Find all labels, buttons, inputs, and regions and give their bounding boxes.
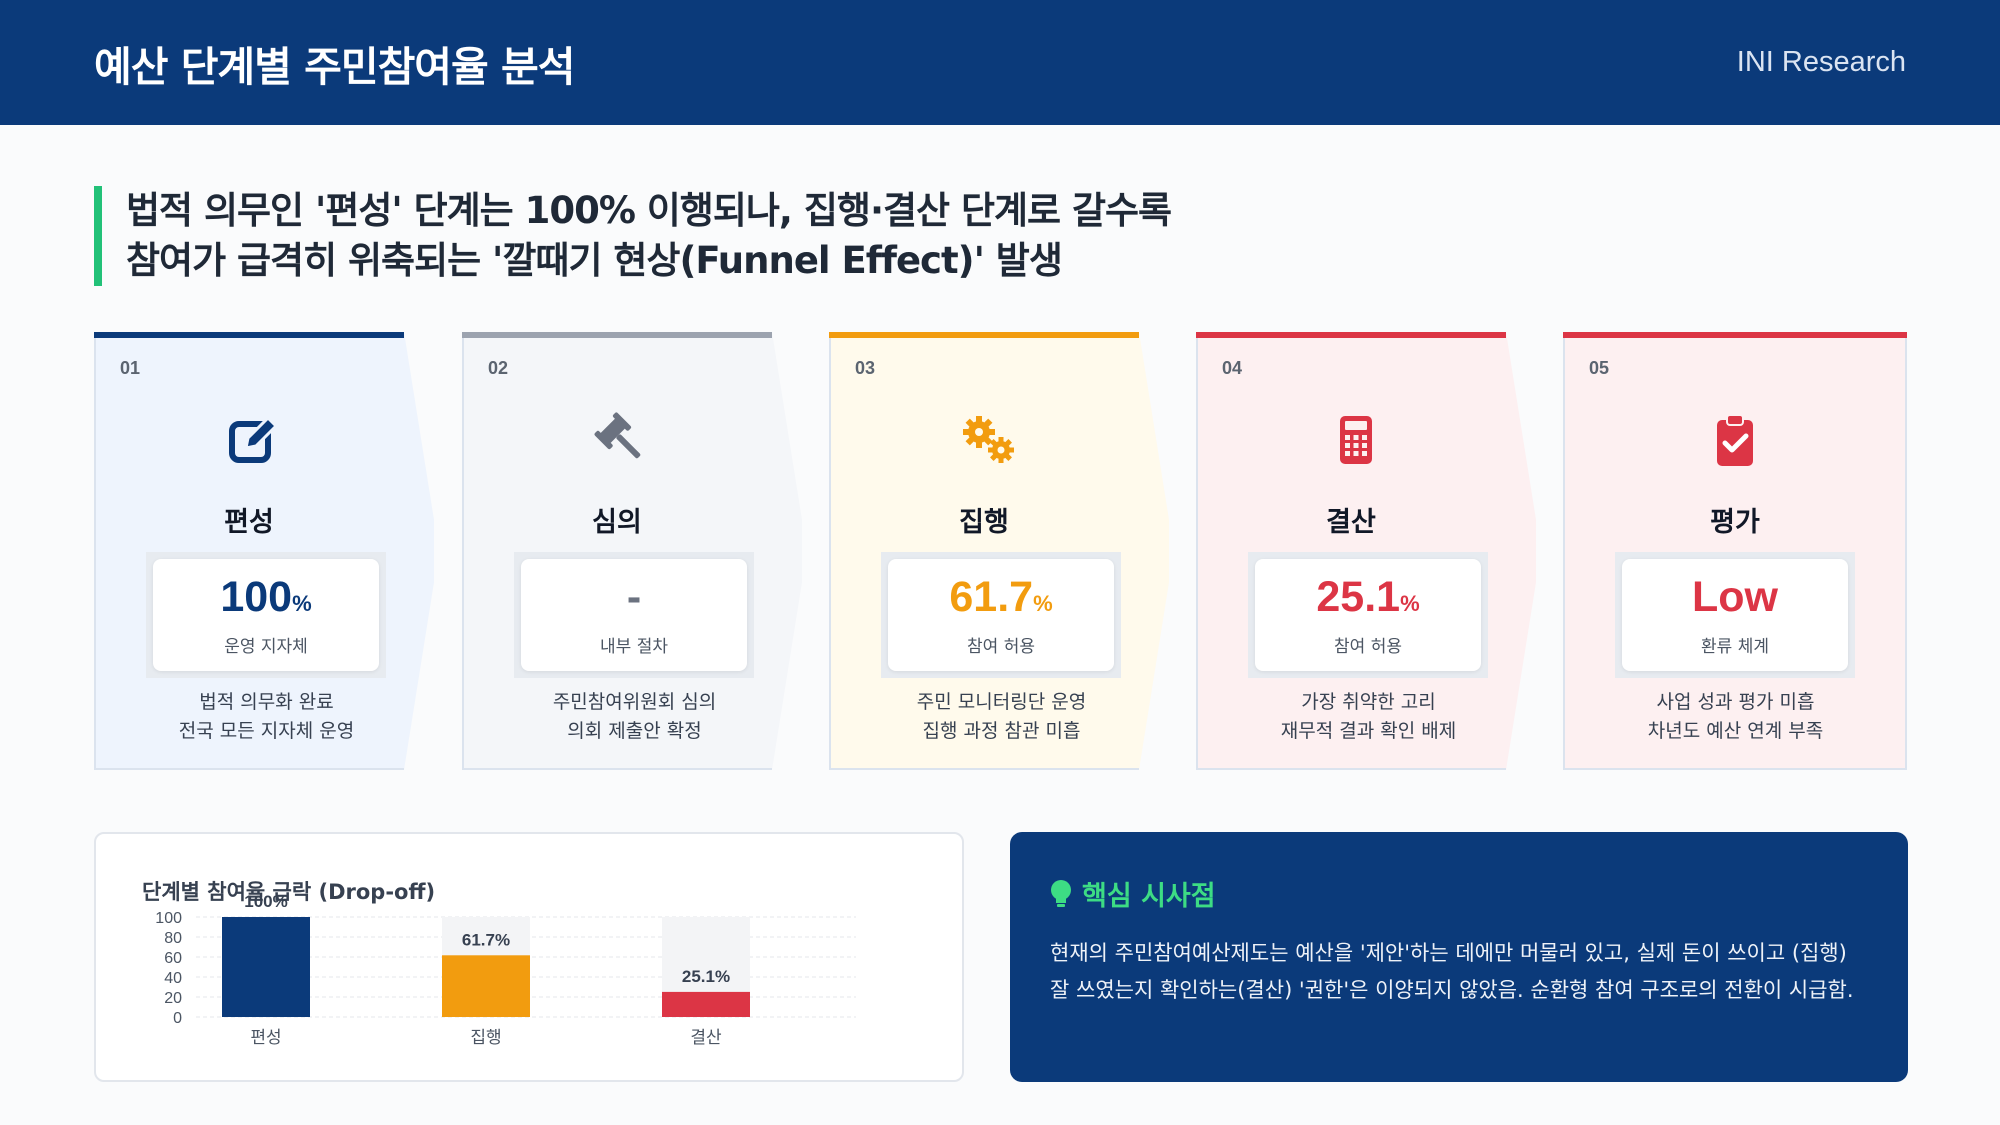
step-name: 집행 bbox=[959, 507, 1009, 538]
headline-line-2: 참여가 급격히 위축되는 '깔때기 현상(Funnel Effect)' 발생 bbox=[126, 239, 1063, 282]
y-tick-label: 0 bbox=[173, 1010, 182, 1027]
insight-title: 핵심 시사점 bbox=[1082, 881, 1216, 912]
step-card-4: 04 결산 25.1% 참여 허용 가장 취약한 고리 재무적 결과 확인 배제 bbox=[1196, 332, 1536, 770]
step-card-1: 01 편성 100% 운영 지자체 법적 의무화 완료 전국 모든 지자체 운영 bbox=[94, 332, 434, 770]
step-value: Low bbox=[1692, 573, 1778, 621]
step-value: 100% bbox=[220, 573, 312, 621]
bar-2 bbox=[442, 955, 530, 1017]
step-sub: 참여 허용 bbox=[1334, 637, 1402, 657]
step-number: 02 bbox=[488, 358, 509, 378]
step-number: 04 bbox=[1222, 358, 1243, 378]
bar-value-label: 61.7% bbox=[462, 930, 510, 949]
step-value: 61.7% bbox=[949, 573, 1053, 621]
step-value: - bbox=[626, 573, 642, 621]
step-description: 법적 의무화 완료 전국 모든 지자체 운영 bbox=[178, 691, 355, 742]
step-name: 편성 bbox=[224, 507, 274, 538]
y-tick-label: 40 bbox=[164, 970, 182, 987]
step-name: 평가 bbox=[1710, 507, 1760, 538]
step-name: 결산 bbox=[1326, 507, 1376, 538]
step-name: 심의 bbox=[592, 507, 642, 538]
step-sub: 환류 체계 bbox=[1701, 637, 1769, 657]
gavel-icon bbox=[594, 412, 641, 459]
step-stat-box: Low 환류 체계 bbox=[1615, 552, 1855, 678]
step-description: 사업 성과 평가 미흡 차년도 예산 연계 부족 bbox=[1647, 691, 1824, 742]
step-stat-box: 100% 운영 지자체 bbox=[146, 552, 386, 678]
step-description: 주민참여위원회 심의 의회 제출안 확정 bbox=[552, 691, 717, 742]
step-description: 주민 모니터링단 운영 집행 과정 참관 미흡 bbox=[916, 691, 1087, 742]
dropoff-bar-chart: 100 80 60 40 20 0 100% 편성 61.7% 집행 25.1% 결산 bbox=[155, 892, 856, 1048]
calculator-icon bbox=[1340, 416, 1372, 464]
step-description: 가장 취약한 고리 재무적 결과 확인 배제 bbox=[1280, 691, 1457, 742]
y-tick-label: 80 bbox=[164, 930, 182, 947]
x-tick-label: 집행 bbox=[470, 1028, 501, 1048]
clipboard-check-icon bbox=[1717, 414, 1753, 466]
step-card-5: 05 평가 Low 환류 체계 사업 성과 평가 미흡 차년도 예산 연계 부족 bbox=[1563, 332, 1908, 770]
y-tick-label: 100 bbox=[155, 910, 182, 927]
dropoff-chart-card: 단계별 참여율 급락 (Drop-off) 100 80 60 40 20 0 100% 편성… bbox=[94, 832, 964, 1082]
insight-body: 현재의 주민참여예산제도는 예산을 '제안'하는 데에만 머물러 있고, 실제 … bbox=[1050, 941, 1854, 1002]
step-sub: 운영 지자체 bbox=[224, 637, 308, 657]
header-bar: 예산 단계별 주민참여율 분석 INI Research bbox=[0, 0, 2000, 125]
lightbulb-icon bbox=[1051, 879, 1071, 907]
step-card-3: 03 집행 61.7% 참여 허용 주민 모니터링단 운영 집행 과정 참관 미흡 bbox=[829, 332, 1169, 770]
headline: 법적 의무인 '편성' 단계는 100% 이행되나, 집행·결산 단계로 갈수록… bbox=[94, 186, 1394, 286]
step-sub: 내부 절차 bbox=[600, 637, 668, 657]
headline-line-1: 법적 의무인 '편성' 단계는 100% 이행되나, 집행·결산 단계로 갈수록 bbox=[126, 189, 1172, 232]
step-sub: 참여 허용 bbox=[967, 637, 1035, 657]
y-tick-label: 20 bbox=[164, 990, 182, 1007]
gears-icon bbox=[963, 416, 1014, 463]
step-value: 25.1% bbox=[1316, 573, 1420, 621]
step-card-2: 02 심의 - 내부 절차 주민참여위원회 심의 의회 제출안 확정 bbox=[462, 332, 802, 770]
bar-3 bbox=[662, 991, 750, 1017]
bar-value-label: 100% bbox=[244, 892, 287, 911]
x-tick-label: 편성 bbox=[250, 1028, 281, 1048]
edit-icon bbox=[229, 415, 279, 463]
x-tick-label: 결산 bbox=[690, 1028, 722, 1048]
step-stat-box: - 내부 절차 bbox=[514, 552, 754, 678]
step-number: 01 bbox=[120, 358, 141, 378]
insight-card: 핵심 시사점 현재의 주민참여예산제도는 예산을 '제안'하는 데에만 머물러 … bbox=[1010, 832, 1908, 1082]
y-tick-label: 60 bbox=[164, 950, 182, 967]
step-stat-box: 61.7% 참여 허용 bbox=[881, 552, 1121, 678]
page-title: 예산 단계별 주민참여율 분석 bbox=[94, 42, 575, 91]
step-number: 05 bbox=[1589, 358, 1610, 378]
bar-1 bbox=[222, 917, 310, 1017]
step-number: 03 bbox=[855, 358, 876, 378]
brand-label: INI Research bbox=[1736, 46, 1906, 78]
step-stat-box: 25.1% 참여 허용 bbox=[1248, 552, 1488, 678]
bar-value-label: 25.1% bbox=[682, 967, 730, 986]
chart-title: 단계별 참여율 급락 (Drop-off) bbox=[142, 880, 436, 904]
